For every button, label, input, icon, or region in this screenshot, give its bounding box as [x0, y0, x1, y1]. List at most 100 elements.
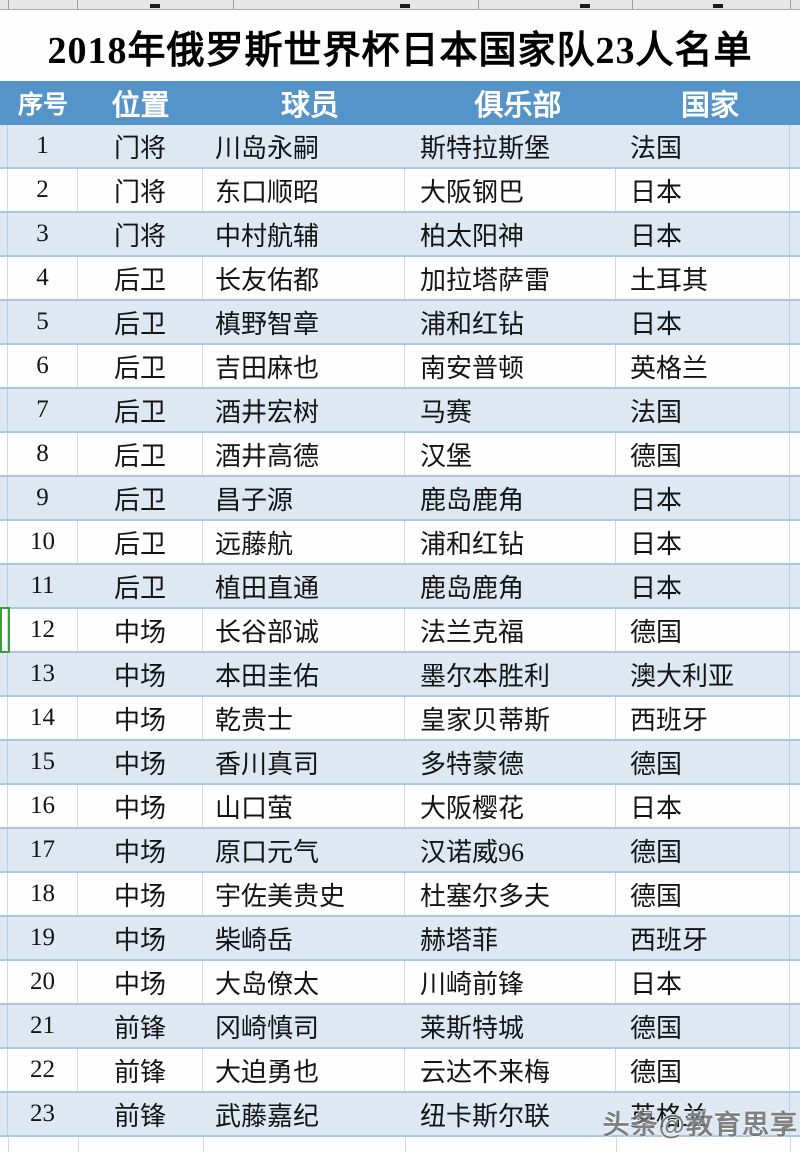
cell-club[interactable]: 加拉塔萨雷 — [405, 257, 616, 299]
cell-player[interactable]: 武藤嘉纪 — [215, 1101, 320, 1131]
column-header-no[interactable]: 序号 — [17, 92, 68, 119]
cell-no[interactable]: 11 — [30, 572, 55, 599]
cell-club[interactable]: 浦和红钻 — [405, 521, 616, 563]
cell-position[interactable]: 中场 — [78, 961, 203, 1003]
cell-no[interactable]: 23 — [30, 1100, 55, 1127]
cell-player[interactable]: 香川真司 — [215, 749, 320, 779]
title-row[interactable]: 2018年俄罗斯世界杯日本国家队23人名单 — [0, 11, 800, 81]
cell-club[interactable]: 莱斯特城 — [420, 1013, 525, 1043]
cell-no[interactable]: 20 — [8, 961, 78, 1003]
cell-no[interactable]: 3 — [36, 220, 49, 247]
cell-country[interactable]: 日本 — [616, 961, 790, 1003]
cell-player[interactable]: 柴崎岳 — [215, 925, 294, 955]
cell-no[interactable]: 21 — [30, 1012, 55, 1039]
cell-no[interactable]: 16 — [8, 785, 78, 827]
cell-position[interactable]: 中场 — [78, 873, 203, 915]
table-row[interactable]: 3 门将 中村航辅 柏太阳神 日本 — [0, 213, 800, 257]
cell-country[interactable]: 德国 — [616, 609, 790, 651]
cell-player[interactable]: 酒井宏树 — [215, 397, 320, 427]
table-row[interactable]: 18 中场 宇佐美贵史 杜塞尔多夫 德国 — [0, 873, 800, 917]
cell-player[interactable]: 长友佑都 — [203, 257, 405, 299]
cell-country[interactable]: 日本 — [616, 301, 790, 343]
cell-no[interactable]: 2 — [8, 169, 78, 211]
cell-no[interactable]: 13 — [30, 660, 55, 687]
cell-no[interactable]: 22 — [8, 1049, 78, 1091]
cell-player[interactable]: 远藤航 — [203, 521, 405, 563]
cell-no[interactable]: 15 — [30, 748, 55, 775]
cell-country[interactable]: 日本 — [616, 521, 790, 563]
table-row[interactable]: 9 后卫 昌子源 鹿岛鹿角 日本 — [0, 477, 800, 521]
cell-no[interactable]: 5 — [36, 308, 49, 335]
cell-no[interactable]: 6 — [8, 345, 78, 387]
table-row[interactable]: 13 中场 本田圭佑 墨尔本胜利 澳大利亚 — [0, 653, 800, 697]
cell-club[interactable]: 鹿岛鹿角 — [420, 485, 525, 515]
column-header-club[interactable]: 俱乐部 — [474, 90, 562, 122]
cell-club[interactable]: 斯特拉斯堡 — [420, 133, 551, 163]
cell-player[interactable]: 昌子源 — [215, 485, 294, 515]
cell-club[interactable]: 鹿岛鹿角 — [420, 573, 525, 603]
table-row[interactable]: 5 后卫 槙野智章 浦和红钻 日本 — [0, 301, 800, 345]
cell-club[interactable]: 浦和红钻 — [420, 309, 525, 339]
cell-player[interactable]: 宇佐美贵史 — [203, 873, 405, 915]
cell-position[interactable]: 后卫 — [78, 521, 203, 563]
cell-country[interactable]: 西班牙 — [616, 917, 790, 959]
cell-country[interactable]: 法国 — [616, 389, 790, 431]
cell-player[interactable]: 槙野智章 — [215, 309, 320, 339]
cell-club[interactable]: 南安普顿 — [405, 345, 616, 387]
cell-club[interactable]: 汉堡 — [405, 433, 616, 475]
column-header-country[interactable]: 国家 — [680, 90, 739, 122]
cell-club[interactable]: 纽卡斯尔联 — [420, 1101, 551, 1131]
cell-position[interactable]: 后卫 — [78, 345, 203, 387]
cell-player[interactable]: 中村航辅 — [215, 221, 320, 251]
cell-player[interactable]: 大岛僚太 — [203, 961, 405, 1003]
cell-no[interactable]: 17 — [30, 836, 55, 863]
cell-no[interactable]: 1 — [36, 132, 49, 159]
cell-club[interactable]: 汉诺威96 — [420, 837, 525, 867]
table-row[interactable]: 16 中场 山口萤 大阪樱花 日本 — [0, 785, 800, 829]
table-row[interactable]: 12 中场 长谷部诚 法兰克福 德国 — [0, 607, 800, 653]
cell-position[interactable]: 后卫 — [78, 257, 203, 299]
table-row[interactable]: 7 后卫 酒井宏树 马赛 法国 — [0, 389, 800, 433]
cell-player[interactable]: 冈崎慎司 — [215, 1013, 320, 1043]
cell-club[interactable]: 川崎前锋 — [405, 961, 616, 1003]
cell-country[interactable]: 日本 — [616, 565, 790, 607]
table-row[interactable]: 14 中场 乾贵士 皇家贝蒂斯 西班牙 — [0, 697, 800, 741]
cell-country[interactable]: 日本 — [616, 785, 790, 827]
table-row[interactable]: 8 后卫 酒井高德 汉堡 德国 — [0, 433, 800, 477]
cell-country[interactable]: 德国 — [616, 1049, 790, 1091]
cell-country[interactable]: 德国 — [616, 873, 790, 915]
table-row[interactable]: 20 中场 大岛僚太 川崎前锋 日本 — [0, 961, 800, 1005]
cell-no[interactable]: 9 — [36, 484, 49, 511]
cell-position[interactable]: 中场 — [78, 697, 203, 739]
cell-player[interactable]: 本田圭佑 — [215, 661, 320, 691]
cell-country[interactable]: 英格兰 — [616, 1093, 790, 1135]
cell-club[interactable]: 墨尔本胜利 — [420, 661, 551, 691]
cell-position[interactable]: 中场 — [113, 925, 166, 955]
cell-player[interactable]: 原口元气 — [215, 837, 320, 867]
table-row[interactable]: 10 后卫 远藤航 浦和红钻 日本 — [0, 521, 800, 565]
cell-club[interactable]: 大阪钢巴 — [405, 169, 616, 211]
cell-club[interactable]: 马赛 — [420, 397, 473, 427]
cell-player[interactable]: 大迫勇也 — [203, 1049, 405, 1091]
cell-player[interactable]: 山口萤 — [203, 785, 405, 827]
cell-no[interactable]: 8 — [8, 433, 78, 475]
cell-club[interactable]: 皇家贝蒂斯 — [405, 697, 616, 739]
cell-player[interactable]: 吉田麻也 — [203, 345, 405, 387]
cell-country[interactable]: 德国 — [616, 829, 790, 871]
table-row[interactable]: 11 后卫 植田直通 鹿岛鹿角 日本 — [0, 565, 800, 609]
table-row[interactable]: 22 前锋 大迫勇也 云达不来梅 德国 — [0, 1049, 800, 1093]
cell-player[interactable]: 川岛永嗣 — [215, 133, 320, 163]
table-row[interactable]: 1 门将 川岛永嗣 斯特拉斯堡 法国 — [0, 125, 800, 169]
column-header-player[interactable]: 球员 — [280, 90, 339, 122]
cell-country[interactable]: 澳大利亚 — [616, 653, 790, 695]
cell-no[interactable]: 4 — [8, 257, 78, 299]
cell-country[interactable]: 土耳其 — [616, 257, 790, 299]
cell-country[interactable]: 德国 — [616, 433, 790, 475]
cell-country[interactable]: 德国 — [616, 741, 790, 783]
cell-country[interactable]: 德国 — [616, 1005, 790, 1047]
cell-club[interactable]: 云达不来梅 — [405, 1049, 616, 1091]
cell-position[interactable]: 后卫 — [113, 573, 166, 603]
cell-club[interactable]: 赫塔菲 — [420, 925, 499, 955]
table-row[interactable]: 19 中场 柴崎岳 赫塔菲 西班牙 — [0, 917, 800, 961]
cell-country[interactable]: 日本 — [616, 169, 790, 211]
